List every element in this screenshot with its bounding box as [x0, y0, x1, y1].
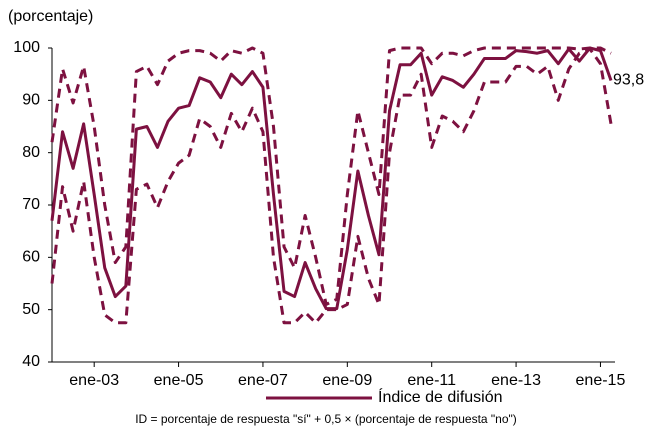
y-tick-label: 50 [22, 301, 40, 318]
legend-label: Índice de difusión [378, 387, 503, 406]
y-tick-label: 70 [22, 196, 40, 213]
x-tick-label: ene-15 [576, 372, 626, 389]
footnote: ID = porcentaje de respuesta "sí" + 0,5 … [135, 412, 517, 426]
x-tick-label: ene-09 [322, 372, 372, 389]
y-axis-label: (porcentaje) [8, 8, 93, 25]
data-line [50, 46, 612, 306]
x-tick-label: ene-11 [407, 372, 456, 389]
y-tick-label: 60 [22, 249, 40, 266]
y-tick-label: 100 [13, 39, 40, 56]
y-tick-label: 40 [22, 353, 40, 370]
y-tick-label: 90 [22, 92, 40, 109]
value-label: 93,8 [613, 72, 644, 89]
x-tick-label: ene-03 [69, 372, 119, 389]
data-line [50, 47, 613, 325]
x-tick-label: ene-13 [491, 372, 541, 389]
x-tick-label: ene-07 [238, 372, 288, 389]
y-tick-label: 80 [22, 144, 40, 161]
x-tick-label: ene-05 [154, 372, 204, 389]
